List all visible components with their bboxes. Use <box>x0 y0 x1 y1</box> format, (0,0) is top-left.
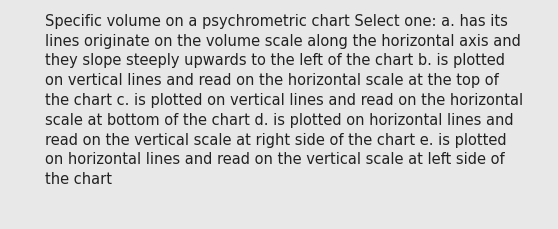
Text: Specific volume on a psychrometric chart Select one: a. has its
lines originate : Specific volume on a psychrometric chart… <box>45 14 523 186</box>
